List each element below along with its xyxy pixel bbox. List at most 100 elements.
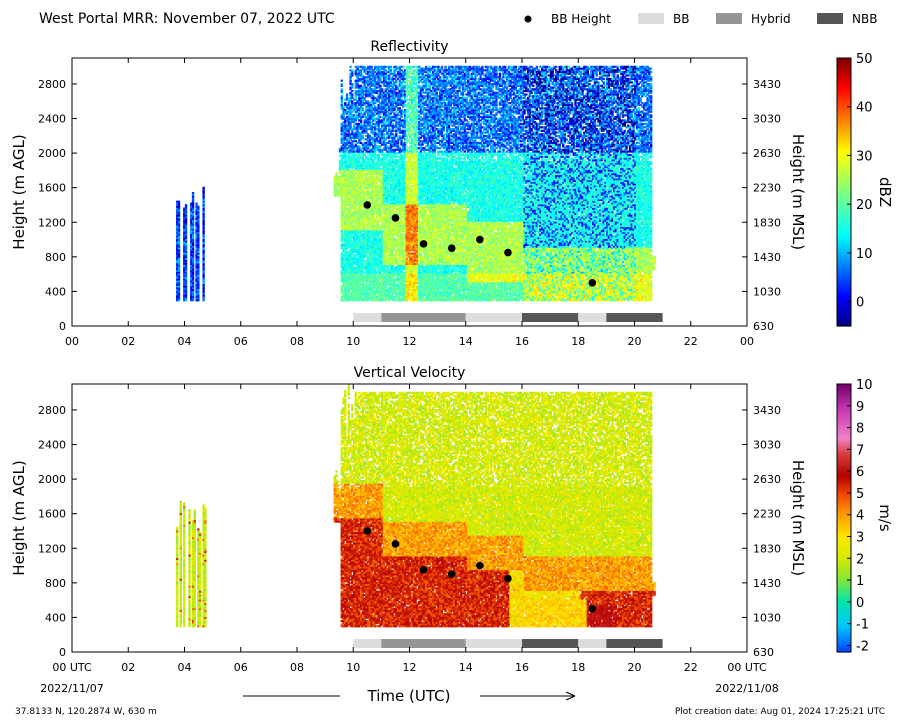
field-cell: [384, 223, 387, 226]
field-cell: [377, 197, 380, 200]
field-cell: [365, 122, 368, 125]
field-cell: [370, 295, 373, 298]
field-cell: [176, 200, 179, 203]
field-cell: [381, 235, 384, 238]
field-cell: [370, 117, 373, 120]
field-cell: [373, 152, 377, 155]
legend-swatch-bb: [638, 13, 664, 24]
field-cell: [352, 207, 356, 210]
field-cell: [370, 228, 373, 231]
field-cell: [359, 167, 363, 170]
field-cell: [379, 255, 382, 259]
field-cell: [366, 247, 370, 250]
field-cell: [372, 188, 375, 191]
field-cell: [197, 240, 200, 243]
field-cell: [379, 217, 382, 221]
field-cell: [363, 278, 366, 281]
field-cell: [372, 285, 375, 288]
field-cell: [352, 278, 356, 281]
field-cell: [202, 276, 205, 279]
field-cell: [361, 176, 365, 179]
field-cell: [379, 65, 382, 68]
field-cell: [363, 240, 366, 243]
field-cell: [340, 287, 343, 290]
field-cell: [381, 126, 384, 129]
field-cell: [366, 192, 370, 195]
field-cell: [368, 179, 372, 183]
field-cell: [361, 103, 365, 106]
field-cell: [363, 169, 366, 172]
field-cell: [356, 281, 359, 285]
field-cell: [366, 145, 370, 148]
field-cell: [365, 138, 368, 141]
field-cell: [366, 230, 370, 233]
field-cell: [356, 242, 359, 245]
field-cell: [356, 100, 359, 103]
field-cell: [351, 255, 354, 259]
field-cell: [381, 224, 384, 227]
field-cell: [379, 243, 382, 246]
field-cell: [202, 266, 205, 269]
field-cell: [368, 276, 372, 279]
field-cell: [382, 174, 386, 177]
field-cell: [190, 252, 193, 255]
field-cell: [190, 276, 193, 279]
field-cell: [372, 274, 375, 278]
field-cell: [184, 266, 188, 269]
field-cell: [352, 98, 356, 101]
field-cell: [384, 259, 387, 262]
field-cell: [347, 278, 350, 281]
field-cell: [359, 230, 363, 233]
field-cell: [354, 257, 358, 260]
field-cell: [202, 242, 205, 245]
field-cell: [379, 202, 382, 205]
field-cell: [176, 216, 179, 219]
field-cell: [184, 257, 188, 260]
field-cell: [191, 198, 195, 202]
field-cell: [375, 288, 379, 291]
field-cell: [361, 264, 365, 267]
field-cell: [382, 67, 386, 70]
field-cell: [176, 243, 179, 246]
field-cell: [370, 262, 373, 266]
field-cell: [340, 285, 343, 288]
field-cell: [352, 204, 356, 207]
field-cell: [375, 69, 379, 72]
field-cell: [351, 223, 354, 226]
field-cell: [176, 274, 179, 278]
field-cell: [184, 252, 188, 255]
field-cell: [366, 81, 370, 84]
field-cell: [366, 115, 370, 119]
field-cell: [351, 243, 354, 246]
field-cell: [349, 183, 352, 186]
field-cell: [191, 280, 195, 283]
field-cell: [359, 252, 363, 255]
field-cell: [342, 268, 345, 271]
field-cell: [345, 233, 349, 236]
field-cell: [347, 235, 350, 238]
field-cell: [190, 238, 193, 241]
field-cell: [338, 172, 342, 175]
field-cell: [382, 102, 386, 105]
field-cell: [195, 294, 198, 297]
field-cell: [379, 103, 382, 106]
field-cell: [351, 114, 354, 117]
field-cell: [381, 91, 384, 94]
field-cell: [342, 261, 345, 264]
field-cell: [372, 264, 375, 267]
field-cell: [347, 204, 350, 207]
field-cell: [352, 285, 356, 288]
field-cell: [195, 245, 198, 248]
field-cell: [365, 216, 368, 219]
field-cell: [352, 243, 356, 246]
field-cell: [377, 155, 380, 158]
field-cell: [359, 79, 363, 82]
field-cell: [354, 166, 358, 169]
field-cell: [375, 243, 379, 246]
field-cell: [344, 264, 347, 267]
field-cell: [342, 185, 345, 188]
field-cell: [370, 91, 373, 94]
field-cell: [381, 129, 384, 132]
field-cell: [377, 290, 380, 293]
field-cell: [366, 233, 370, 236]
